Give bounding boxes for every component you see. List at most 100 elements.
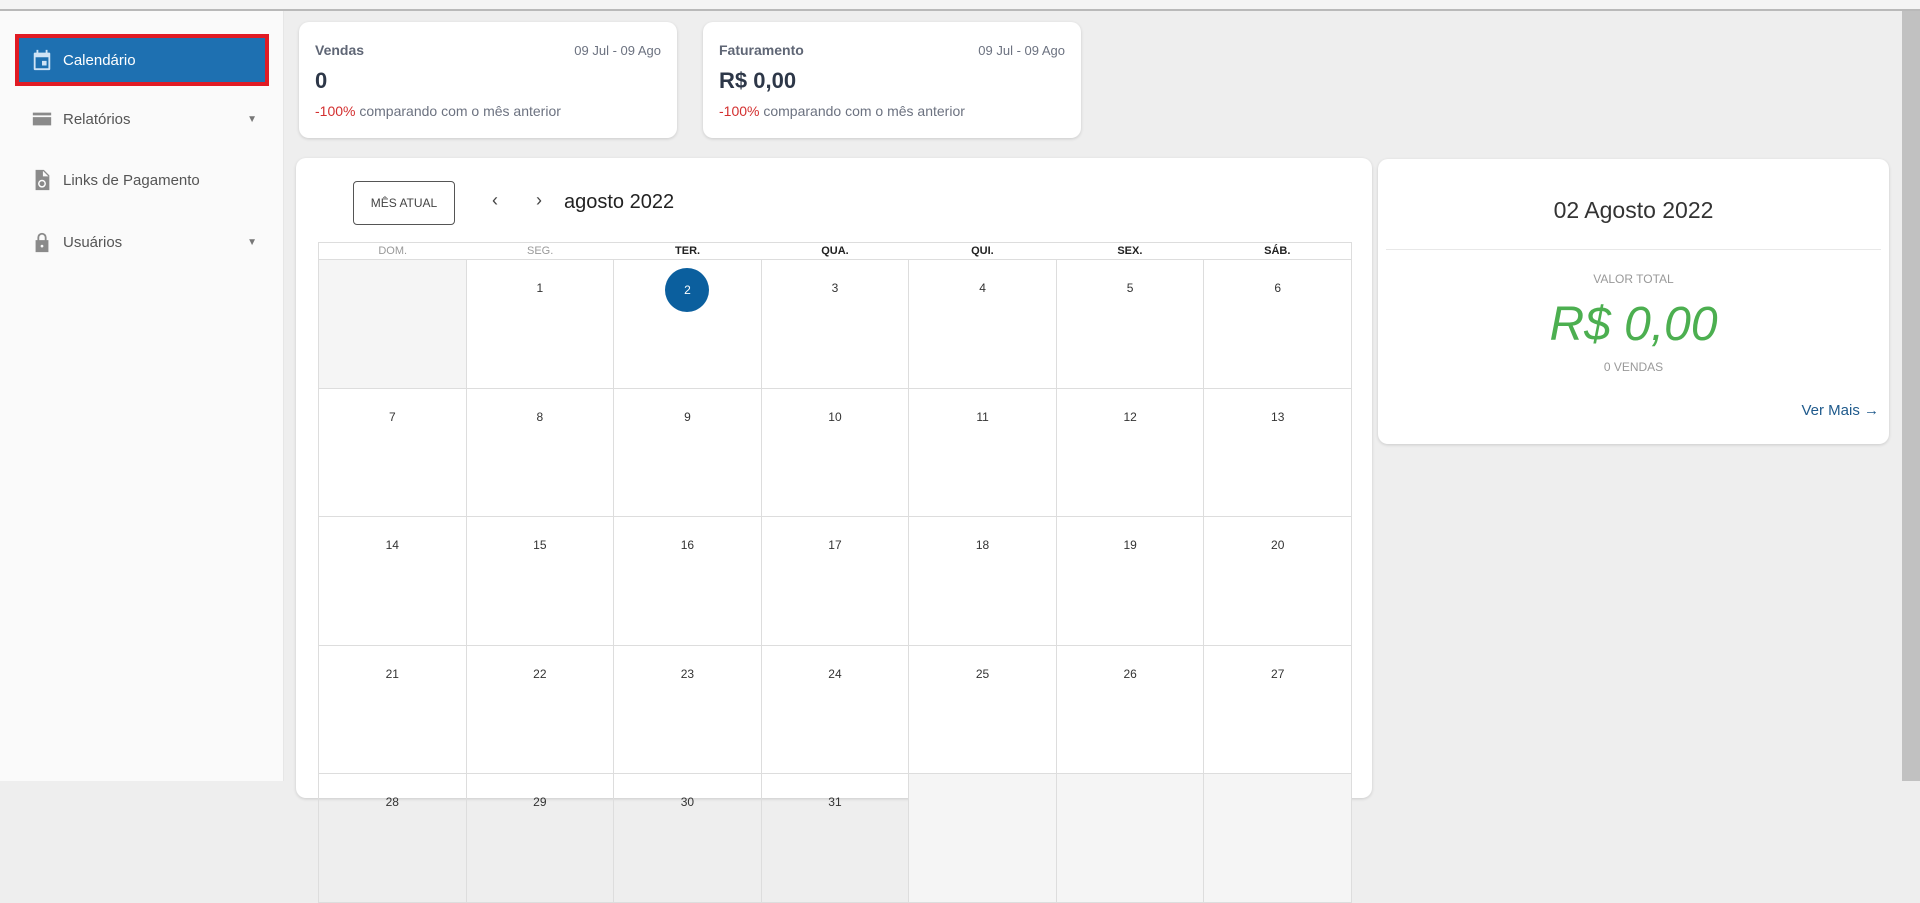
current-month-button[interactable]: MÊS ATUAL [353, 181, 455, 225]
scrollbar[interactable] [1902, 11, 1920, 781]
day-number: 8 [536, 409, 544, 424]
calendar-title: agosto 2022 [564, 191, 675, 213]
weekday-header: DOM. SEG. TER. QUA. QUI. SEX. SÁB. [318, 242, 1352, 260]
stat-range: 09 Jul - 09 Ago [574, 43, 661, 58]
calendar-day[interactable]: 30 [614, 774, 762, 903]
day-number: 22 [533, 666, 547, 681]
calendar-day[interactable]: 29 [466, 774, 615, 903]
day-number: 30 [680, 795, 695, 809]
day-number: 16 [680, 538, 695, 552]
day-number: 23 [680, 666, 695, 681]
credit-card-icon [32, 112, 52, 126]
day-number: 15 [533, 538, 547, 552]
calendar-day[interactable]: 7 [319, 388, 467, 517]
day-detail-card: 02 Agosto 2022 VALOR TOTAL R$ 0,00 0 VEN… [1378, 159, 1889, 444]
total-value: R$ 0,00 [1549, 298, 1718, 351]
sidebar-item-calendario[interactable]: Calendário [15, 34, 269, 86]
sidebar-item-links-de-pagamento[interactable]: Links de Pagamento [15, 154, 269, 206]
calendar-day[interactable]: 16 [614, 517, 762, 646]
stat-value: 0 [315, 68, 328, 93]
stat-change: -100% comparando com o mês anterior [719, 103, 965, 119]
day-number: 18 [975, 538, 990, 552]
day-number: 2 [665, 268, 710, 312]
calendar-day[interactable]: 28 [319, 774, 467, 903]
calendar-day[interactable]: 11 [909, 388, 1057, 517]
calendar-day[interactable]: 1 [466, 260, 615, 389]
change-percent: -100% [315, 103, 356, 119]
calendar-day[interactable]: 15 [466, 517, 615, 646]
calendar-day[interactable]: 25 [909, 645, 1057, 774]
chevron-down-icon: ▼ [247, 236, 257, 248]
day-number: 26 [1123, 666, 1137, 681]
day-number: 10 [828, 409, 842, 424]
weekday-label: SÁB. [1264, 245, 1291, 257]
calendar-day[interactable]: 4 [909, 260, 1057, 389]
next-month-button[interactable]: › [536, 190, 542, 210]
calendar-day[interactable]: 19 [1056, 517, 1205, 646]
prev-month-button[interactable]: ‹ [492, 190, 498, 210]
calendar-day[interactable]: 3 [761, 260, 910, 389]
calendar-day[interactable]: 31 [761, 774, 910, 903]
stat-title: Faturamento [719, 42, 804, 58]
calendar-day[interactable]: 10 [761, 388, 910, 517]
calendar-days: 1 2 3 4 5 6 7 8 9 10 11 12 13 14 15 16 17 18 19 20 21 22 23 24 2… [318, 260, 1352, 903]
day-number: 24 [828, 666, 842, 681]
day-number: 21 [385, 666, 399, 681]
stat-card-vendas: Vendas 09 Jul - 09 Ago 0 -100% comparand… [299, 22, 677, 138]
day-number: 29 [533, 795, 547, 809]
weekday-label: DOM. [378, 245, 408, 257]
calendar-cell-empty [319, 260, 467, 389]
calendar-day[interactable]: 23 [614, 645, 762, 774]
calendar-day[interactable]: 9 [614, 388, 762, 517]
detail-date: 02 Agosto 2022 [1553, 197, 1714, 223]
weekday-label: QUA. [821, 245, 849, 257]
file-link-icon [35, 169, 50, 191]
sidebar: Calendário Relatórios ▼ Links de Pagamen… [0, 11, 284, 781]
calendar-day[interactable]: 22 [466, 645, 615, 774]
calendar-day[interactable]: 27 [1204, 645, 1352, 774]
day-number: 27 [1271, 666, 1285, 681]
calendar-day[interactable]: 8 [466, 388, 615, 517]
calendar-icon [33, 49, 51, 71]
day-number: 9 [684, 409, 691, 424]
calendar-day[interactable]: 21 [319, 645, 467, 774]
day-number: 19 [1123, 538, 1137, 552]
calendar-day[interactable]: 2 [614, 260, 762, 389]
day-number: 5 [1126, 281, 1134, 295]
day-number: 20 [1271, 538, 1285, 552]
calendar-day[interactable]: 13 [1204, 388, 1352, 517]
calendar-day[interactable]: 20 [1204, 517, 1352, 646]
weekday-label: TER. [675, 245, 701, 257]
calendar-day[interactable]: 12 [1056, 388, 1205, 517]
divider [1386, 249, 1881, 250]
calendar-cell-empty [1056, 774, 1205, 903]
weekday-label: SEG. [526, 245, 554, 257]
calendar-day[interactable]: 14 [319, 517, 467, 646]
calendar-day[interactable]: 24 [761, 645, 910, 774]
stat-change: -100% comparando com o mês anterior [315, 103, 561, 119]
day-number: 13 [1271, 409, 1285, 424]
calendar-cell-empty [1204, 774, 1352, 903]
sidebar-item-label: Relatórios [63, 110, 131, 128]
calendar-day[interactable]: 26 [1056, 645, 1205, 774]
calendar-cell-empty [909, 774, 1057, 903]
calendar-day[interactable]: 18 [909, 517, 1057, 646]
calendar-grid: DOM. SEG. TER. QUA. QUI. SEX. SÁB. 1 2 3 4 5 6 7 8 9 10… [318, 242, 1352, 903]
day-number: 12 [1123, 409, 1137, 424]
change-percent: -100% [719, 103, 760, 119]
change-text: comparando com o mês anterior [759, 103, 965, 119]
calendar-day[interactable]: 5 [1056, 260, 1205, 389]
total-label: VALOR TOTAL [1593, 272, 1674, 286]
sidebar-item-usuarios[interactable]: Usuários ▼ [15, 216, 269, 268]
day-number: 4 [979, 281, 986, 295]
lock-icon [35, 232, 49, 253]
calendar-day[interactable]: 17 [761, 517, 910, 646]
sidebar-item-label: Links de Pagamento [63, 171, 200, 189]
see-more-link[interactable]: Ver Mais → [1801, 402, 1879, 419]
day-number: 25 [975, 666, 990, 681]
calendar-day[interactable]: 6 [1204, 260, 1352, 389]
day-number: 1 [536, 281, 544, 295]
sidebar-item-relatorios[interactable]: Relatórios ▼ [15, 93, 269, 145]
calendar-card: MÊS ATUAL ‹ › agosto 2022 DOM. SEG. TER. QU… [296, 158, 1372, 903]
day-number: 3 [831, 281, 839, 295]
